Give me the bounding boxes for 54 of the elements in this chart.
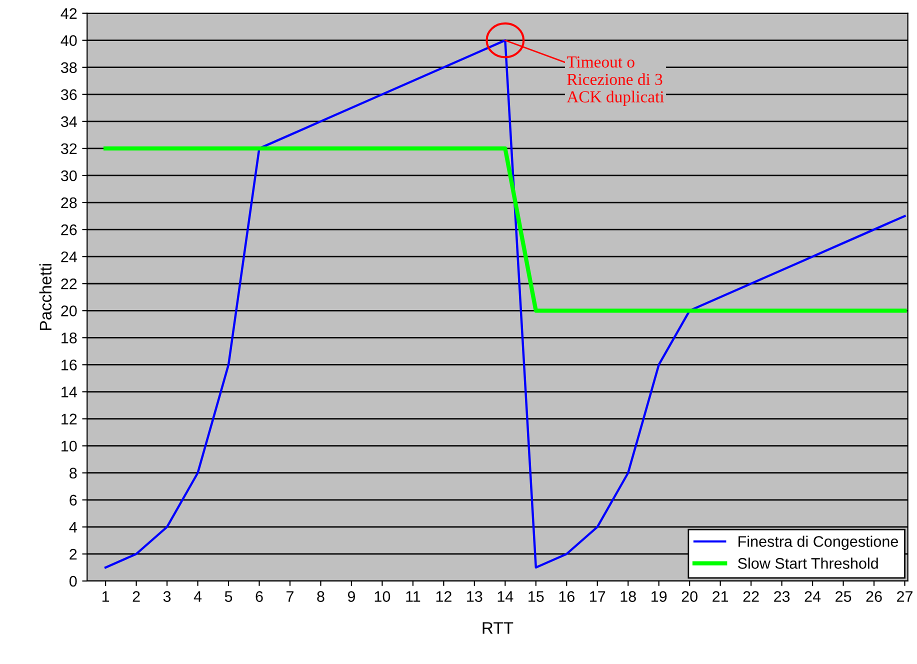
y-tick-label: 42	[60, 8, 77, 19]
y-tick-label: 20	[61, 306, 77, 316]
x-tick-label: 5	[224, 591, 232, 602]
annotation: Timeout o Ricezione di 3 ACK duplicati	[566, 56, 664, 106]
y-tick-label: 12	[62, 414, 77, 424]
x-tick-label: 9	[348, 591, 355, 602]
x-tick-label: 25	[836, 591, 852, 602]
y-tick-label: 34	[60, 116, 77, 128]
y-tick-label: 4	[69, 522, 77, 532]
x-tick-label: 24	[804, 591, 821, 602]
y-tick-label: 8	[70, 468, 77, 479]
y-tick-label: 32	[60, 143, 77, 154]
y-tick-label: 10	[62, 440, 77, 452]
legend-label: Slow Start Threshold	[738, 558, 878, 569]
x-tick-label: 4	[194, 591, 202, 602]
x-tick-label: 3	[163, 591, 171, 602]
x-tick-label: 19	[652, 591, 667, 602]
y-tick-label: 22	[61, 278, 77, 290]
y-tick-label: 2	[70, 548, 77, 560]
x-tick-label: 13	[467, 591, 482, 602]
x-tick-label: 17	[590, 591, 606, 602]
x-tick-label: 12	[436, 591, 452, 602]
x-tick-label: 15	[528, 591, 544, 602]
y-tick-label: 28	[61, 197, 77, 208]
x-axis-title: RTT	[482, 622, 514, 634]
x-tick-label: 22	[743, 591, 759, 602]
x-tick-label: 20	[682, 591, 698, 602]
x-tick-label: 2	[132, 591, 140, 602]
y-tick-label: 36	[60, 89, 77, 100]
y-tick-label: 40	[60, 35, 77, 46]
x-tick-label: 11	[406, 591, 420, 602]
x-tick-label: 23	[774, 591, 790, 602]
y-tick-label: 0	[69, 576, 77, 587]
x-tick-label: 21	[712, 591, 728, 602]
x-tick-label: 6	[256, 591, 263, 602]
y-tick-label: 30	[60, 170, 77, 182]
x-tick-label: 7	[286, 591, 294, 602]
legend-label: Finestra di Congestione	[738, 536, 898, 550]
y-tick-label: 26	[61, 224, 77, 236]
y-tick-label: 14	[62, 386, 77, 398]
y-tick-label: 18	[62, 332, 77, 344]
x-tick-label: 16	[559, 591, 574, 602]
y-axis-title: Pacchetti	[39, 264, 52, 330]
x-tick-label: 18	[620, 591, 636, 602]
y-tick-label: 6	[70, 494, 77, 506]
x-tick-label: 27	[897, 591, 912, 602]
y-tick-label: 38	[60, 62, 77, 74]
y-tick-label: 24	[61, 251, 77, 262]
x-tick-label: 14	[498, 591, 514, 602]
x-tick-label: 8	[317, 591, 324, 602]
x-tick-label: 10	[374, 591, 390, 602]
x-tick-label: 26	[866, 591, 882, 602]
y-tick-label: 16	[62, 360, 77, 370]
x-tick-label: 1	[102, 591, 110, 602]
